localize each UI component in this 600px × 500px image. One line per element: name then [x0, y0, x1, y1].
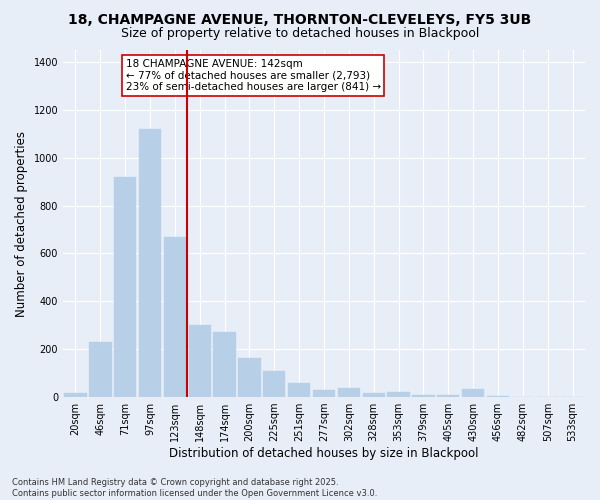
Bar	[388, 392, 410, 397]
Bar	[164, 236, 186, 397]
Bar	[462, 388, 484, 397]
Bar	[437, 394, 460, 397]
Text: Size of property relative to detached houses in Blackpool: Size of property relative to detached ho…	[121, 28, 479, 40]
Bar	[362, 393, 385, 397]
Text: 18 CHAMPAGNE AVENUE: 142sqm
← 77% of detached houses are smaller (2,793)
23% of : 18 CHAMPAGNE AVENUE: 142sqm ← 77% of det…	[125, 58, 381, 92]
Bar	[487, 396, 509, 397]
Bar	[263, 371, 286, 397]
Text: Contains HM Land Registry data © Crown copyright and database right 2025.
Contai: Contains HM Land Registry data © Crown c…	[12, 478, 377, 498]
Bar	[139, 129, 161, 397]
Bar	[214, 332, 236, 397]
Bar	[338, 388, 360, 397]
Y-axis label: Number of detached properties: Number of detached properties	[15, 130, 28, 316]
Bar	[188, 326, 211, 397]
Bar	[114, 177, 136, 397]
Bar	[313, 390, 335, 397]
Bar	[64, 393, 86, 397]
Bar	[238, 358, 260, 397]
Text: 18, CHAMPAGNE AVENUE, THORNTON-CLEVELEYS, FY5 3UB: 18, CHAMPAGNE AVENUE, THORNTON-CLEVELEYS…	[68, 12, 532, 26]
Bar	[89, 342, 112, 397]
X-axis label: Distribution of detached houses by size in Blackpool: Distribution of detached houses by size …	[169, 447, 479, 460]
Bar	[288, 382, 310, 397]
Bar	[412, 394, 434, 397]
